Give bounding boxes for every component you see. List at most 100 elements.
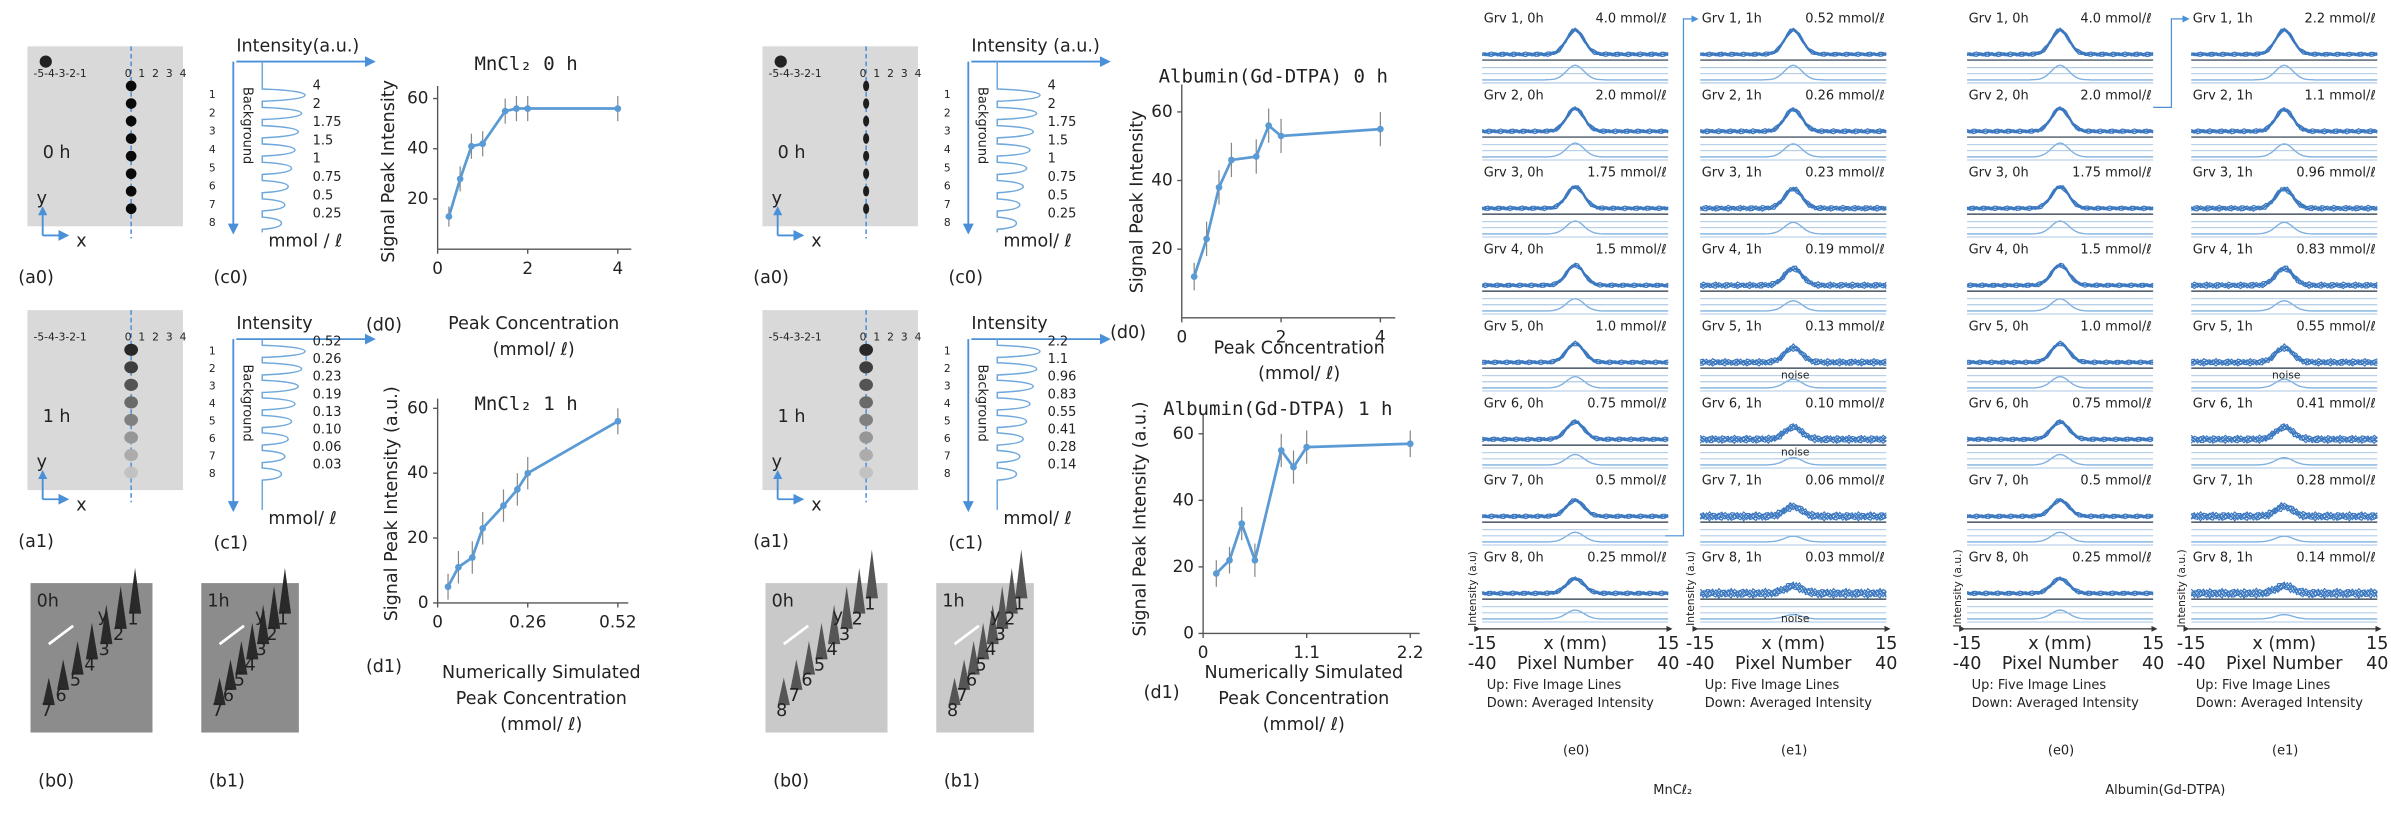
time-label: 0 h bbox=[778, 143, 806, 163]
x-tick-label: 2 bbox=[1276, 327, 1287, 347]
y-axis-label: Signal Peak Intensity (a.u.) bbox=[1131, 402, 1151, 637]
phantom-groove bbox=[100, 604, 113, 645]
profile-title: Intensity(a.u.) bbox=[236, 36, 359, 56]
row-number: 2 bbox=[209, 362, 216, 375]
x-axis-label: Peak Concentration bbox=[448, 314, 619, 334]
ruler-label: 1 bbox=[873, 67, 880, 80]
pixel-label: Pixel Number bbox=[1735, 654, 1852, 674]
averaged-line bbox=[2191, 456, 2378, 466]
link-arrow bbox=[1665, 15, 1699, 537]
averaged-line bbox=[2191, 535, 2378, 543]
chart-title: Albumin(Gd-DTPA) 1 h bbox=[1163, 398, 1392, 420]
level-label: 2.2 bbox=[1048, 335, 1069, 350]
groove-label: Grv 8, 0h bbox=[1484, 550, 1544, 565]
level-label: 0.75 bbox=[313, 170, 342, 185]
image-line bbox=[1699, 504, 1887, 521]
x-tick-label: 0 bbox=[432, 612, 443, 632]
y-axis-label: Intensity (a.u.) bbox=[1951, 549, 1964, 627]
row-number: 3 bbox=[944, 379, 951, 392]
level-label: 1.75 bbox=[313, 115, 342, 130]
groove-number: 4 bbox=[985, 640, 996, 660]
image-line bbox=[1699, 423, 1887, 442]
image-line bbox=[1966, 185, 2154, 210]
data-point bbox=[524, 105, 532, 112]
concentration-label: 0.19 mmol/ℓ bbox=[1805, 242, 1884, 257]
row-number: 1 bbox=[944, 344, 951, 357]
averaged-line bbox=[1967, 142, 2154, 158]
time-label: 1h bbox=[942, 591, 964, 611]
ruler-label: 2 bbox=[887, 67, 894, 80]
pixel-label: Pixel Number bbox=[2226, 654, 2343, 674]
pixel-label: 40 bbox=[1875, 654, 1897, 674]
x-tick-label: 2.2 bbox=[1397, 642, 1424, 662]
groove-number: 1 bbox=[277, 610, 288, 630]
level-label: 0.06 bbox=[313, 440, 342, 455]
image-line bbox=[2190, 345, 2378, 365]
groove-number: 4 bbox=[245, 655, 256, 675]
groove-spot bbox=[125, 80, 137, 92]
concentration-label: 0.03 mmol/ℓ bbox=[1805, 550, 1884, 565]
image-line bbox=[1482, 577, 1669, 594]
phantom-groove bbox=[224, 659, 237, 690]
groove-label: Grv 4, 0h bbox=[1969, 242, 2029, 257]
groove-number: 1 bbox=[127, 610, 138, 630]
averaged-line bbox=[1967, 375, 2154, 389]
ruler-label: 4 bbox=[180, 67, 187, 80]
panel-label: (c0) bbox=[213, 268, 247, 288]
y-tick-label: 40 bbox=[407, 462, 428, 482]
image-line bbox=[2190, 188, 2378, 212]
label-bg bbox=[1482, 394, 1669, 412]
image-line bbox=[1967, 107, 2154, 132]
image-line bbox=[1699, 188, 1887, 212]
axis-letter: x bbox=[811, 232, 821, 252]
level-label: 0.19 bbox=[313, 387, 342, 402]
phantom-image bbox=[27, 46, 183, 227]
groove-label: Grv 3, 1h bbox=[2193, 165, 2253, 180]
y-tick-label: 40 bbox=[1151, 170, 1172, 190]
groove-spot bbox=[125, 98, 137, 109]
pixel-label: 40 bbox=[2366, 654, 2388, 674]
ruler-label: -5-4-3-2-1 bbox=[769, 331, 822, 344]
x-mm-label: -15 bbox=[2177, 634, 2206, 654]
groove-spot bbox=[125, 133, 137, 144]
averaged-line bbox=[1482, 375, 1669, 389]
note: Down: Averaged Intensity bbox=[1487, 696, 1654, 711]
averaged-line bbox=[1700, 456, 1887, 466]
averaged-line bbox=[1482, 220, 1669, 235]
concentration-label: 2.2 mmol/ℓ bbox=[2305, 11, 2376, 26]
ruler-label: 2 bbox=[152, 331, 159, 344]
concentration-label: 0.5 mmol/ℓ bbox=[1595, 473, 1666, 488]
panel-label: (e1) bbox=[1781, 743, 1807, 758]
ruler-label: 4 bbox=[180, 331, 187, 344]
panel-label: (d0) bbox=[1110, 323, 1146, 343]
data-point bbox=[479, 524, 487, 532]
concentration-label: 0.25 mmol/ℓ bbox=[2072, 550, 2151, 565]
label-bg bbox=[1482, 471, 1669, 489]
panel-label: (c0) bbox=[948, 268, 982, 288]
x-mm-label: 15 bbox=[2366, 634, 2388, 654]
groove-spot bbox=[125, 185, 137, 197]
groove-number: 2 bbox=[1004, 610, 1015, 630]
y-tick-label: 60 bbox=[1173, 423, 1194, 443]
groove-label: Grv 4, 1h bbox=[2193, 242, 2253, 257]
concentration-label: 1.5 mmol/ℓ bbox=[2080, 242, 2151, 257]
note: Up: Five Image Lines bbox=[2196, 678, 2331, 693]
row-number: 7 bbox=[209, 198, 216, 211]
groove-label: Grv 3, 0h bbox=[1969, 165, 2029, 180]
label-bg bbox=[1700, 471, 1887, 489]
groove-label: Grv 5, 0h bbox=[1969, 319, 2029, 334]
groove-spot bbox=[124, 396, 139, 409]
phantom-groove bbox=[1015, 549, 1028, 599]
groove-spot bbox=[863, 115, 870, 127]
phantom-groove bbox=[257, 604, 270, 645]
panel-label: (a1) bbox=[18, 532, 54, 552]
phantom-groove bbox=[853, 567, 866, 614]
label-bg bbox=[1482, 86, 1669, 104]
panel-label: (b0) bbox=[773, 771, 809, 791]
image-line bbox=[1699, 581, 1887, 598]
averaged-line bbox=[1700, 143, 1887, 158]
image-line bbox=[1699, 425, 1887, 443]
pixel-label: -40 bbox=[1686, 654, 1715, 674]
ruler-label: 2 bbox=[887, 331, 894, 344]
data-point bbox=[1277, 447, 1285, 454]
